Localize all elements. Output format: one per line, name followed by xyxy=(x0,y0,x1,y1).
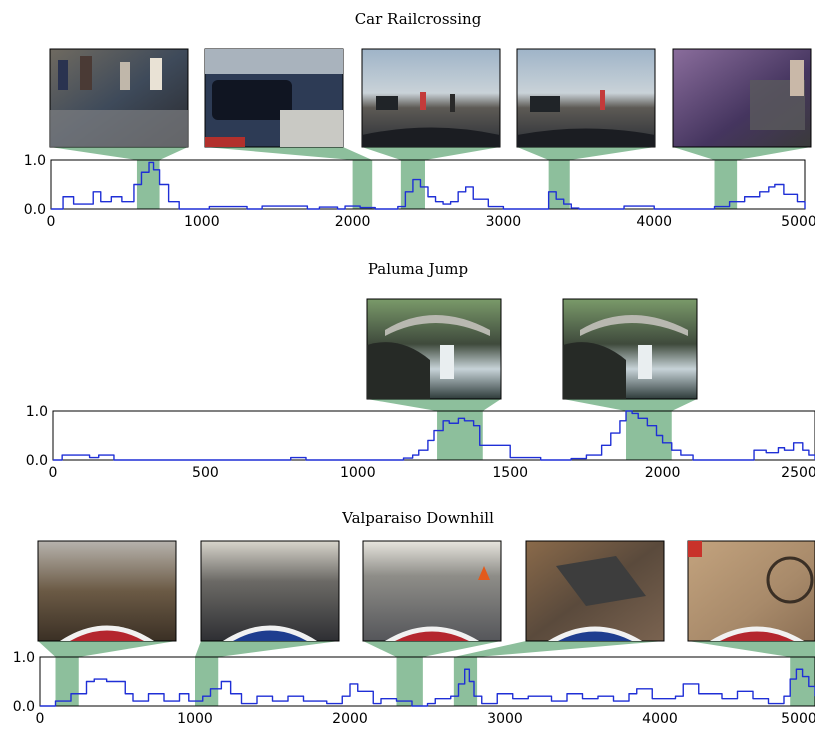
panel-car-railcrossing: Car Railcrossing 0 1000 2000 3000 4000 5000 1… xyxy=(24,10,815,230)
x-tick-label: 0 xyxy=(49,465,58,481)
x-tick-label: 2500 xyxy=(781,465,815,481)
highlight-bands xyxy=(50,147,811,209)
series-line xyxy=(53,410,815,461)
thumbnail xyxy=(687,540,815,642)
x-tick-labels: 0 1000 2000 3000 4000 5000 xyxy=(36,711,815,727)
highlight-bands xyxy=(367,399,697,460)
x-tick-label: 500 xyxy=(192,465,219,481)
thumbnail-strip xyxy=(49,48,812,148)
panel-title: Paluma Jump xyxy=(368,260,468,278)
x-tick-label: 1000 xyxy=(184,214,220,230)
series-line xyxy=(40,668,815,707)
axes-frame xyxy=(39,656,815,707)
thumbnail xyxy=(366,298,502,400)
thumbnail xyxy=(562,298,698,400)
y-tick-label: 0.0 xyxy=(13,699,35,715)
x-tick-label: 1500 xyxy=(492,465,528,481)
x-tick-label: 4000 xyxy=(642,711,678,727)
plot-area: 0 1000 2000 3000 4000 5000 1.0 0.0 xyxy=(13,650,815,727)
highlight-connector xyxy=(453,641,664,657)
highlight-connector xyxy=(363,641,501,657)
highlight-connector xyxy=(563,399,697,411)
highlight-band xyxy=(548,160,570,209)
highlight-connector xyxy=(362,147,500,160)
panel-paluma-jump: Paluma Jump 0 500 1000 1500 2000 2500 1.0 0.0 xyxy=(26,260,815,481)
thumbnail xyxy=(204,48,344,148)
x-tick-label: 0 xyxy=(47,214,56,230)
thumbnail-strip xyxy=(366,298,698,400)
x-tick-labels: 0 1000 2000 3000 4000 5000 xyxy=(47,214,815,230)
highlight-bands xyxy=(38,641,815,706)
x-tick-label: 5000 xyxy=(781,711,815,727)
panel-title: Valparaiso Downhill xyxy=(341,509,494,527)
plot-area: 0 1000 2000 3000 4000 5000 1.0 0.0 xyxy=(24,153,815,230)
x-tick-label: 2000 xyxy=(335,214,371,230)
highlight-band xyxy=(626,411,672,460)
highlight-connector xyxy=(673,147,811,160)
highlight-band xyxy=(352,160,373,209)
x-tick-label: 3000 xyxy=(487,711,523,727)
plot-area: 0 500 1000 1500 2000 2500 1.0 0.0 xyxy=(26,404,815,481)
thumbnail-strip xyxy=(37,540,815,642)
highlight-band xyxy=(195,657,219,706)
highlight-connector xyxy=(50,147,188,160)
x-tick-label: 0 xyxy=(36,711,45,727)
thumbnail xyxy=(49,48,189,148)
y-tick-label: 0.0 xyxy=(26,453,48,469)
highlight-connector xyxy=(38,641,176,657)
panel-title: Car Railcrossing xyxy=(355,10,482,28)
series-line xyxy=(51,161,806,210)
thumbnail xyxy=(361,48,501,148)
y-tick-label: 1.0 xyxy=(13,650,35,666)
x-tick-label: 1000 xyxy=(177,711,213,727)
y-tick-label: 1.0 xyxy=(24,153,46,169)
highlight-connector xyxy=(205,147,373,160)
thumbnail xyxy=(200,540,340,642)
y-tick-label: 1.0 xyxy=(26,404,48,420)
highlight-connector xyxy=(517,147,655,160)
highlight-band xyxy=(714,160,738,209)
highlight-connector xyxy=(367,399,501,411)
highlight-connector xyxy=(195,641,339,657)
highlight-band xyxy=(396,657,423,706)
x-tick-label: 3000 xyxy=(486,214,522,230)
thumbnail xyxy=(37,540,177,642)
panel-valparaiso-downhill: Valparaiso Downhill 0 1000 2000 3000 4000 500… xyxy=(13,509,815,727)
y-tick-label: 0.0 xyxy=(24,202,46,218)
x-tick-label: 1000 xyxy=(340,465,376,481)
axes-frame xyxy=(52,410,815,461)
x-tick-labels: 0 500 1000 1500 2000 2500 xyxy=(49,465,815,481)
highlight-band xyxy=(453,657,478,706)
highlight-connector xyxy=(688,641,815,657)
x-tick-label: 5000 xyxy=(781,214,815,230)
thumbnail xyxy=(362,540,502,642)
x-tick-label: 2000 xyxy=(332,711,368,727)
highlight-band xyxy=(790,657,815,706)
axes-frame xyxy=(50,159,806,210)
x-tick-label: 2000 xyxy=(645,465,681,481)
thumbnail xyxy=(672,48,812,148)
thumbnail xyxy=(525,540,665,642)
highlight-band xyxy=(55,657,79,706)
highlight-band xyxy=(437,411,483,460)
x-tick-label: 4000 xyxy=(636,214,672,230)
thumbnail xyxy=(516,48,656,148)
